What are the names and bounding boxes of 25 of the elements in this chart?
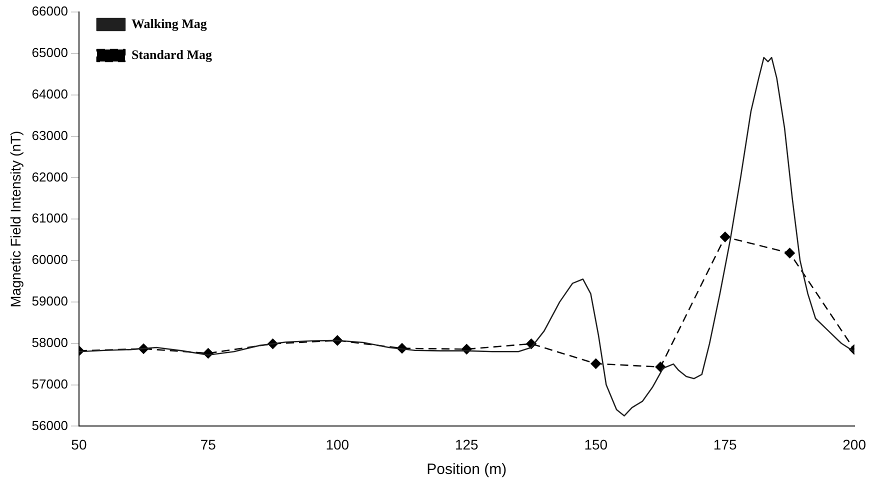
x-tick-label: 125 <box>454 436 479 452</box>
y-tick-label: 65000 <box>32 45 68 60</box>
x-tick-label: 200 <box>842 436 866 452</box>
point <box>784 248 795 258</box>
point <box>720 232 730 242</box>
y-tick-label: 63000 <box>32 128 68 143</box>
legend-label: Standard Mag <box>131 46 212 62</box>
y-tick-label: 59000 <box>32 294 68 309</box>
y-tick-label: 61000 <box>32 210 68 226</box>
x-tick-label: 150 <box>584 436 608 452</box>
point <box>590 358 602 369</box>
x-axis-title: Position (m) <box>426 461 507 478</box>
x-tick-label: 175 <box>713 436 737 452</box>
y-tick-label: 60000 <box>32 252 68 268</box>
y-tick-label: 66000 <box>32 4 68 19</box>
y-tick-label: 64000 <box>32 86 68 102</box>
y-tick-label: 56000 <box>32 418 68 433</box>
x-tick-label: 75 <box>200 436 216 452</box>
legend-label: Walking Mag <box>131 16 208 31</box>
x-tick-label: 50 <box>71 436 87 452</box>
x-tick-label: 100 <box>326 436 350 452</box>
y-tick-label: 58000 <box>32 334 68 350</box>
y-tick-label: 57000 <box>32 376 68 392</box>
y-axis-title: Magnetic Field Intensity (nT) <box>7 130 24 308</box>
y-tick-label: 62000 <box>32 169 68 184</box>
